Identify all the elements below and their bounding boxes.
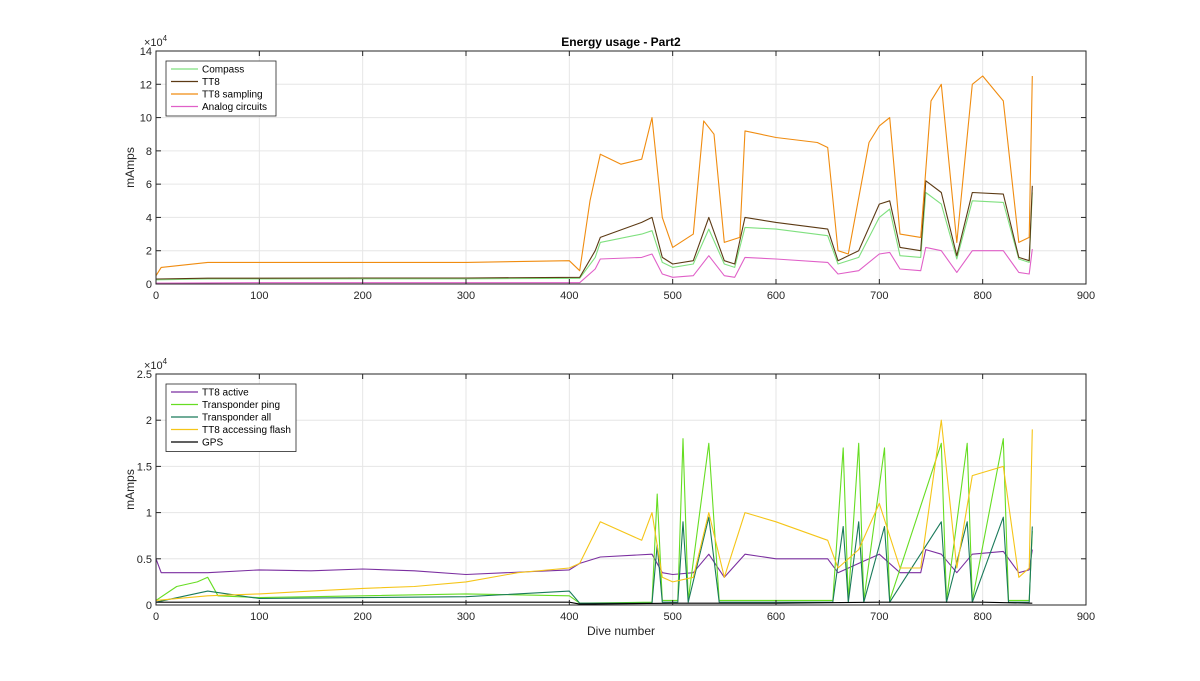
y-tick-label: 1 — [146, 508, 152, 520]
y-tick-label: 2 — [146, 246, 152, 258]
y-tick-label: 10 — [140, 113, 152, 125]
x-tick-label: 100 — [250, 290, 268, 302]
x-tick-label: 100 — [250, 611, 268, 623]
x-tick-label: 500 — [663, 611, 681, 623]
x-tick-label: 900 — [1077, 611, 1095, 623]
x-tick-label: 700 — [870, 290, 888, 302]
series-group — [156, 75, 1033, 284]
chart-title: Energy usage - Part2 — [561, 35, 681, 49]
y-tick-label: 8 — [146, 146, 152, 158]
x-tick-label: 400 — [560, 290, 578, 302]
x-tick-label: 200 — [353, 290, 371, 302]
legend-entry: TT8 active — [202, 388, 249, 399]
series-line-tt8-sampling — [156, 75, 1033, 276]
y-tick-label: 2.5 — [137, 369, 152, 381]
y-tick-label: 12 — [140, 79, 152, 91]
y-tick-label: 1.5 — [137, 461, 152, 473]
x-tick-label: 300 — [457, 611, 475, 623]
x-tick-label: 800 — [973, 290, 991, 302]
axes-box — [155, 50, 1087, 285]
x-tick-label: 600 — [767, 290, 785, 302]
x-tick-label: 400 — [560, 611, 578, 623]
legend-entry: Compass — [202, 65, 244, 76]
y-axis-label: mAmps — [123, 469, 137, 510]
x-tick-label: 500 — [663, 290, 681, 302]
y-exponent-label: ×104 — [144, 357, 168, 372]
x-tick-label: 0 — [153, 290, 159, 302]
legend-entry: GPS — [202, 438, 223, 449]
bottom-chart-panel: 0 100 200 300 400 500 600 700 800 900 0 0.5 1 1.5 2 2.5… — [123, 357, 1095, 638]
y-tick-label: 0 — [146, 600, 152, 612]
legend-entry: TT8 sampling — [202, 90, 263, 101]
legend-entry: Transponder all — [202, 413, 271, 424]
axes-box — [155, 373, 1087, 606]
x-tick-label: 600 — [767, 611, 785, 623]
legend-entry: TT8 — [202, 77, 220, 88]
x-tick-label: 200 — [353, 611, 371, 623]
y-tick-label: 14 — [140, 46, 152, 58]
plot-area — [156, 374, 1086, 605]
y-tick-label: 2 — [146, 415, 152, 427]
top-chart-panel: 0 100 200 300 400 500 600 700 800 900 0 2 4 6 8 10 12 14×… — [123, 34, 1095, 302]
series-line-transponder-ping — [156, 438, 1033, 604]
series-line-gps — [156, 601, 1033, 605]
series-line-compass — [156, 191, 1033, 281]
x-tick-label: 700 — [870, 611, 888, 623]
x-axis-label: Dive number — [587, 624, 655, 638]
x-tick-label: 800 — [973, 611, 991, 623]
x-tick-label: 900 — [1077, 290, 1095, 302]
y-tick-label: 0.5 — [137, 554, 152, 566]
legend-entry: Transponder ping — [202, 400, 280, 411]
plot-area — [156, 51, 1086, 284]
legend-box — [165, 383, 297, 452]
legend-entry: Analog circuits — [202, 102, 267, 113]
y-tick-label: 6 — [146, 179, 152, 191]
y-tick-label: 0 — [146, 279, 152, 291]
legend-entry: TT8 accessing flash — [202, 425, 291, 436]
series-line-tt8-accessing-flash — [156, 419, 1033, 601]
series-line-tt8 — [156, 180, 1033, 280]
x-tick-label: 0 — [153, 611, 159, 623]
series-line-analog-circuits — [156, 246, 1033, 284]
y-tick-label: 4 — [146, 212, 152, 224]
x-tick-label: 300 — [457, 290, 475, 302]
y-axis-label: mAmps — [123, 147, 137, 188]
y-exponent-label: ×104 — [144, 34, 168, 49]
